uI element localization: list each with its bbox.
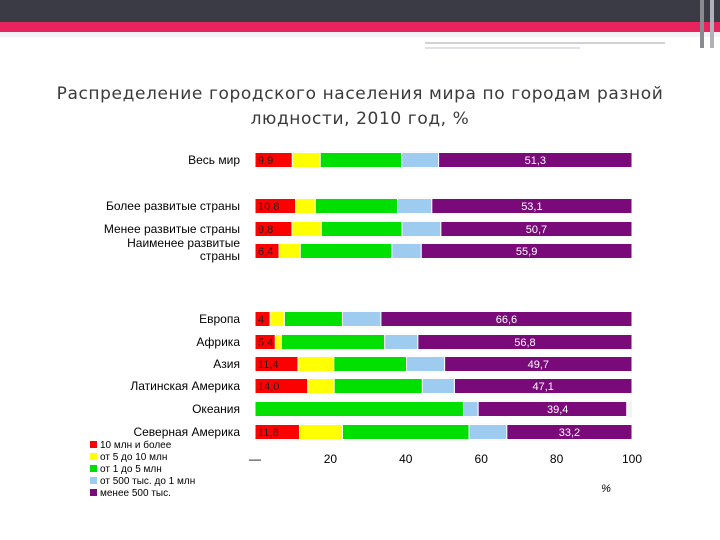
category-label: Африка <box>196 335 240 349</box>
data-label-last: 55,9 <box>516 246 537 258</box>
bar-segment <box>298 424 343 440</box>
slide-title: Распределение городского населения мира … <box>30 82 690 132</box>
legend-entry: 10 млн и более <box>100 439 172 451</box>
legend-entry: от 500 тыс. до 1 млн <box>100 476 195 487</box>
bar-segment <box>417 334 633 350</box>
x-tick-label: — <box>249 452 261 466</box>
bar-segment <box>420 243 633 259</box>
data-label-last: 39,4 <box>547 404 568 416</box>
data-label-last: 51,3 <box>525 155 546 167</box>
bar-segment <box>280 334 386 350</box>
bar-segment <box>274 334 282 350</box>
data-label-first: 6,4 <box>258 246 273 258</box>
legend-entry: от 1 до 5 млн <box>100 464 162 475</box>
bar-segment <box>341 311 382 327</box>
x-tick-label: 40 <box>399 452 413 466</box>
bar-segment <box>295 198 316 214</box>
data-label-first: 9,9 <box>258 155 273 167</box>
category-label: Весь мир <box>188 153 240 167</box>
bar-segment <box>431 198 633 214</box>
bar-segment <box>391 243 422 259</box>
data-label-last: 47,1 <box>533 381 554 393</box>
title-line-2: людности, 2010 год, % <box>250 109 470 129</box>
bar-segment <box>438 152 633 168</box>
data-label-first: 10,8 <box>258 201 279 213</box>
data-label-first: 11,4 <box>258 359 279 371</box>
bar-segment <box>283 311 343 327</box>
top-bar-accent-line <box>425 42 665 44</box>
bar-segment <box>314 198 399 214</box>
bar-segment <box>397 198 433 214</box>
bar-segment <box>278 243 301 259</box>
bar-segment <box>299 243 393 259</box>
x-tick-label: 60 <box>475 452 489 466</box>
data-label-first: 5,4 <box>258 337 273 349</box>
top-bar-pink <box>0 22 720 32</box>
bar-segment <box>462 401 479 417</box>
bar-segment <box>333 356 408 372</box>
bar-segment <box>291 221 322 237</box>
category-label: Более развитые страны <box>106 199 240 213</box>
bar-segment <box>421 378 455 394</box>
bar-segment <box>341 424 470 440</box>
category-label: Наименее развитые страны <box>127 236 240 263</box>
bar-segment <box>297 356 335 372</box>
legend-entry: от 5 до 10 млн <box>100 452 167 463</box>
bar-segment <box>406 356 446 372</box>
bar-segment <box>453 378 633 394</box>
category-label: Латинская Америка <box>130 379 240 393</box>
category-label: Азия <box>213 357 240 371</box>
x-tick-label: 100 <box>622 452 642 466</box>
bar-segment <box>254 401 464 417</box>
category-label: Европа <box>199 312 240 326</box>
data-label-last: 66,6 <box>496 314 517 326</box>
data-label-last: 50,7 <box>526 224 547 236</box>
data-label-first: 9,8 <box>258 224 273 236</box>
top-bar-light <box>0 32 720 37</box>
top-right-bracket-2 <box>710 0 714 48</box>
title-line-1: Распределение городского населения мира … <box>56 84 664 104</box>
legend-swatch <box>90 477 97 484</box>
category-label: Северная Америка <box>133 425 240 439</box>
bar-segment <box>291 152 321 168</box>
data-label-last: 56,8 <box>514 337 535 349</box>
x-axis-unit: % <box>601 483 611 495</box>
legend-swatch <box>90 465 97 472</box>
bar-segment <box>333 378 423 394</box>
x-tick-label: 80 <box>550 452 564 466</box>
bar-segment <box>401 221 442 237</box>
bar-segment <box>319 152 403 168</box>
bar-segment <box>506 424 633 440</box>
category-label: Океания <box>192 402 240 416</box>
category-label: Менее развитые страны <box>104 222 240 236</box>
bar-segment <box>384 334 419 350</box>
bar-segment <box>401 152 440 168</box>
legend-swatch <box>90 441 97 448</box>
legend-swatch <box>90 453 97 460</box>
data-label-first: 14,0 <box>258 381 279 393</box>
bar-segment <box>307 378 335 394</box>
top-bar-dark <box>0 0 720 22</box>
data-label-first: 11,8 <box>258 427 279 439</box>
bar-segment <box>477 401 628 417</box>
data-label-last: 53,1 <box>521 201 542 213</box>
data-label-last: 49,7 <box>528 359 549 371</box>
legend-swatch <box>90 489 97 496</box>
bar-segment <box>444 356 633 372</box>
legend-entry: менее 500 тыс. <box>100 488 171 499</box>
bar-segment <box>380 311 633 327</box>
bar-segment <box>269 311 285 327</box>
bar-segment <box>320 221 403 237</box>
data-label-last: 33,2 <box>559 427 580 439</box>
top-right-bracket <box>700 0 704 48</box>
top-bar-accent-line-2 <box>425 47 580 49</box>
x-tick-label: 20 <box>324 452 338 466</box>
bar-segment <box>468 424 508 440</box>
bar-segment <box>440 221 633 237</box>
data-label-first: 4 <box>258 314 264 326</box>
